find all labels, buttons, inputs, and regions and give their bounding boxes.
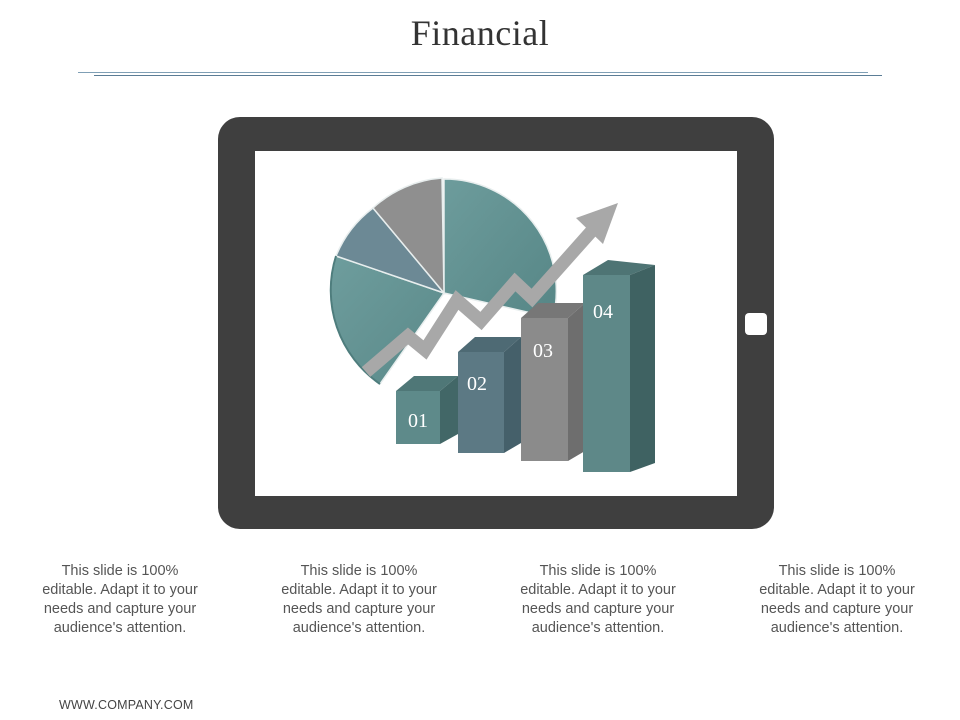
bar-02: 02 [458, 337, 521, 453]
tablet-home-button [745, 313, 767, 335]
bar-01: 01 [396, 376, 458, 444]
trend-arrow-icon [361, 203, 618, 377]
page-title: Financial [410, 13, 550, 53]
footer-url: WWW.COMPANY.COM [59, 698, 194, 712]
pie-chart-icon [329, 177, 558, 386]
bar-label-04: 04 [593, 301, 613, 323]
title-divider-bottom [94, 75, 882, 76]
bar-label-01: 01 [408, 410, 428, 432]
bar-03: 03 [521, 303, 585, 461]
bar-label-02: 02 [467, 373, 487, 395]
bar-label-03: 03 [533, 340, 553, 362]
caption-4: This slide is 100% editable. Adapt it to… [759, 563, 915, 636]
caption-2: This slide is 100% editable. Adapt it to… [281, 563, 437, 636]
bar-04: 04 [583, 260, 655, 472]
caption-3: This slide is 100% editable. Adapt it to… [520, 563, 676, 636]
title-divider-top [78, 72, 868, 73]
caption-1: This slide is 100% editable. Adapt it to… [42, 563, 198, 636]
